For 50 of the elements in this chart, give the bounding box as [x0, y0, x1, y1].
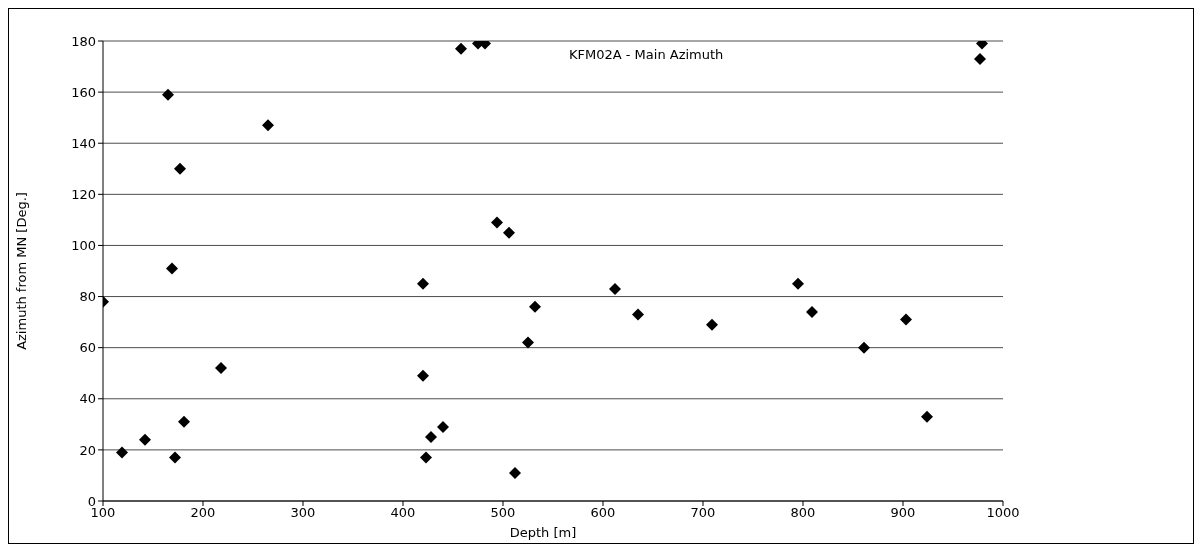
point [921, 410, 933, 423]
point [900, 313, 912, 326]
point [174, 162, 186, 175]
point [792, 277, 804, 290]
point [169, 451, 181, 464]
text: KFM02A - Main Azimuth [569, 47, 724, 62]
y-axis-title: Azimuth from MN [Deg.] [13, 192, 29, 350]
point [139, 433, 151, 446]
x-tick-label: 700 [690, 505, 716, 521]
x-tick-label: 900 [890, 505, 916, 521]
y-tick-label: 140 [71, 135, 96, 151]
point [609, 282, 621, 295]
x-tick-label: 600 [590, 505, 616, 521]
point [215, 362, 227, 375]
y-tick-label: 60 [79, 340, 96, 356]
point [417, 369, 429, 382]
y-tick-label: 40 [79, 391, 96, 407]
point [706, 318, 718, 331]
point [522, 336, 534, 349]
x-tick-label: 500 [490, 505, 516, 521]
x-axis-title: Depth [m] [509, 525, 577, 540]
point [974, 52, 986, 65]
point [166, 262, 178, 275]
point [178, 415, 190, 428]
point [425, 431, 437, 444]
point [437, 420, 449, 433]
point [491, 216, 503, 229]
y-tick-label: 160 [71, 84, 96, 100]
y-tick-label: 20 [79, 442, 96, 458]
x-tick-label: 1000 [986, 505, 1020, 521]
x-tick-label: 200 [190, 505, 216, 521]
point [417, 277, 429, 290]
y-tick-label: 120 [71, 186, 96, 202]
point [529, 300, 541, 313]
point [806, 305, 818, 318]
point [632, 308, 644, 321]
y-tick-label: 100 [71, 238, 96, 254]
point [420, 451, 432, 464]
point [503, 226, 515, 239]
point [162, 88, 174, 101]
point [262, 119, 274, 132]
y-tick-label: 80 [79, 289, 96, 305]
x-tick-label: 400 [390, 505, 416, 521]
point [858, 341, 870, 354]
point [116, 446, 128, 459]
point [455, 42, 467, 55]
point [509, 466, 521, 479]
y-tick-label: 180 [71, 33, 96, 49]
x-tick-label: 800 [790, 505, 816, 521]
x-tick-label: 300 [290, 505, 316, 521]
